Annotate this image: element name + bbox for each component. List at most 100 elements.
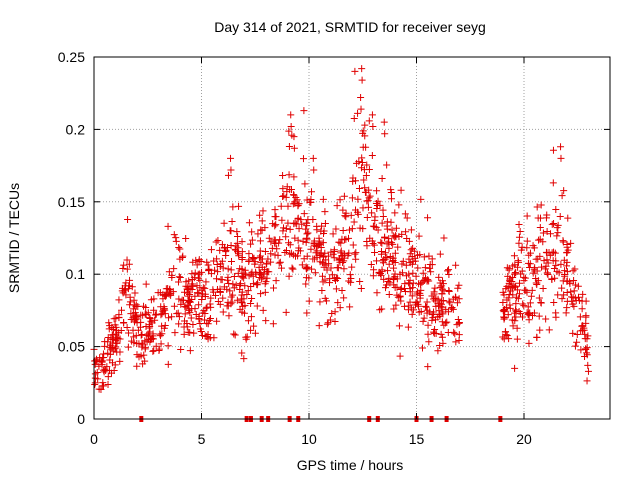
data-point	[349, 177, 357, 185]
data-point	[157, 303, 165, 311]
data-point	[362, 172, 370, 180]
data-point	[297, 216, 305, 224]
data-point	[440, 321, 448, 329]
data-point	[563, 240, 571, 248]
data-point	[505, 266, 513, 274]
data-point	[206, 300, 214, 308]
data-point	[116, 348, 124, 356]
data-point	[378, 174, 386, 182]
data-point	[225, 312, 233, 320]
data-point	[523, 309, 531, 317]
data-point	[165, 268, 173, 276]
data-point	[370, 223, 378, 231]
data-point	[424, 214, 432, 222]
data-point	[452, 261, 460, 269]
data-point	[320, 263, 328, 271]
data-point	[248, 295, 256, 303]
data-point	[170, 231, 178, 239]
data-point	[332, 225, 340, 233]
data-point	[142, 303, 150, 311]
data-point	[127, 310, 135, 318]
data-point	[301, 180, 309, 188]
data-point	[518, 267, 526, 275]
data-point	[256, 269, 264, 277]
data-point	[177, 300, 185, 308]
data-point	[582, 313, 590, 321]
data-point	[407, 304, 415, 312]
data-point	[137, 331, 145, 339]
data-point	[560, 187, 568, 195]
data-point	[288, 264, 296, 272]
data-point	[361, 121, 369, 129]
data-point	[395, 322, 403, 330]
data-point	[147, 296, 155, 304]
data-point	[337, 247, 345, 255]
data-point	[391, 249, 399, 257]
data-point	[135, 353, 143, 361]
data-point	[279, 172, 287, 180]
data-point	[388, 226, 396, 234]
data-point	[298, 220, 306, 228]
data-point	[322, 297, 330, 305]
data-point	[445, 271, 453, 279]
data-point	[280, 224, 288, 232]
data-point	[572, 297, 580, 305]
data-point	[455, 281, 463, 289]
data-point	[511, 306, 519, 314]
data-point	[120, 319, 128, 327]
data-point	[91, 360, 99, 368]
data-point	[229, 203, 237, 211]
data-point	[347, 211, 355, 219]
data-point-spike	[310, 166, 318, 174]
data-point	[439, 310, 447, 318]
data-point-spike	[358, 76, 366, 84]
data-point	[313, 247, 321, 255]
data-point	[384, 267, 392, 275]
data-point	[350, 115, 358, 123]
data-point	[216, 246, 224, 254]
data-point	[548, 275, 556, 283]
data-point	[263, 274, 271, 282]
data-point	[393, 283, 401, 291]
data-point	[397, 186, 405, 194]
data-point	[218, 276, 226, 284]
data-point	[573, 331, 581, 339]
data-point	[364, 197, 372, 205]
data-point	[389, 232, 397, 240]
data-point	[300, 107, 308, 115]
data-point	[438, 318, 446, 326]
data-point	[278, 216, 286, 224]
data-point	[378, 266, 386, 274]
data-point	[222, 248, 230, 256]
data-point	[516, 279, 524, 287]
data-point	[499, 299, 507, 307]
data-point	[291, 219, 299, 227]
data-point	[535, 236, 543, 244]
data-point	[233, 228, 241, 236]
data-point	[227, 258, 235, 266]
data-point	[335, 238, 343, 246]
data-point	[238, 238, 246, 246]
data-point	[192, 256, 200, 264]
data-point	[422, 274, 430, 282]
data-point	[103, 363, 111, 371]
data-point	[539, 284, 547, 292]
data-point	[175, 295, 183, 303]
data-point	[408, 310, 416, 318]
data-point	[104, 334, 112, 342]
data-point	[214, 298, 222, 306]
data-point	[536, 326, 544, 334]
data-point	[98, 357, 106, 365]
data-point	[204, 261, 212, 269]
data-point	[276, 258, 284, 266]
data-point	[420, 314, 428, 322]
data-point	[426, 264, 434, 272]
data-point	[421, 264, 429, 272]
data-point	[196, 319, 204, 327]
data-point	[571, 342, 579, 350]
data-point	[396, 352, 404, 360]
data-point	[391, 270, 399, 278]
data-point	[240, 355, 248, 363]
data-point	[563, 289, 571, 297]
data-point	[125, 329, 133, 337]
